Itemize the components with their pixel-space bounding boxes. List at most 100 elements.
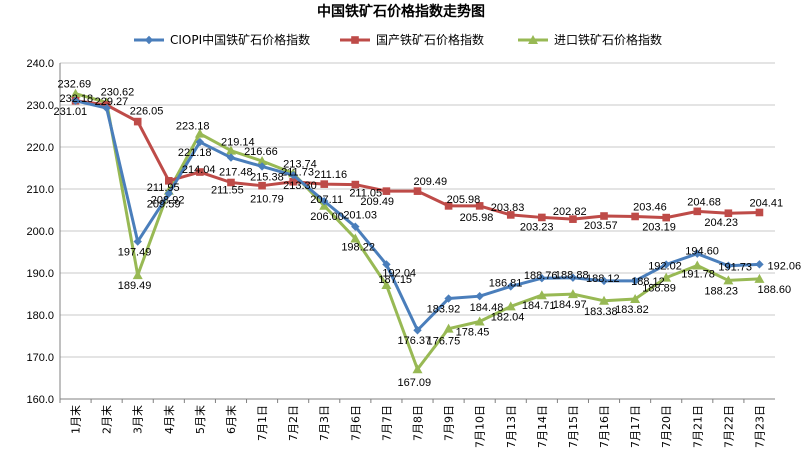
series-imported xyxy=(70,88,765,374)
point-square xyxy=(600,212,608,220)
data-label: 205.98 xyxy=(460,212,494,224)
data-label: 188.23 xyxy=(704,285,738,297)
data-label: 219.14 xyxy=(221,137,255,149)
point-square xyxy=(289,177,297,186)
x-tick-label: 7月14日 xyxy=(536,405,549,448)
point-diamond xyxy=(506,282,515,291)
point-triangle xyxy=(474,316,485,326)
point-square xyxy=(693,207,702,216)
x-tick-label: 7月8日 xyxy=(412,405,425,441)
point-diamond xyxy=(164,189,174,198)
x-tick-label: 7月17日 xyxy=(629,405,642,448)
x-tick-label: 7月10日 xyxy=(474,405,487,448)
point-diamond xyxy=(568,273,578,282)
y-tick-label: 190.0 xyxy=(26,268,54,280)
point-square xyxy=(351,36,359,44)
data-label: 203.46 xyxy=(633,201,667,213)
point-square xyxy=(382,187,391,195)
point-triangle xyxy=(528,35,538,44)
data-label: 205.98 xyxy=(447,194,481,206)
data-label: 210.79 xyxy=(250,194,284,206)
point-diamond xyxy=(71,96,80,105)
data-label: 176.37 xyxy=(398,335,432,347)
point-diamond xyxy=(257,162,267,171)
data-label: 188.88 xyxy=(555,270,589,282)
x-tick-label: 7月9日 xyxy=(443,405,456,441)
point-triangle xyxy=(132,270,143,280)
y-tick-label: 180.0 xyxy=(26,310,54,322)
data-label: 229.27 xyxy=(95,96,129,108)
point-diamond xyxy=(102,103,111,113)
point-square xyxy=(631,212,639,221)
data-label: 203.57 xyxy=(584,220,618,232)
x-axis: 1月末 2月末 3月末 4月末 5月末 6月末 7月1日 7月2日 7月3日 7月6日 7月7日 7月… xyxy=(59,399,766,448)
point-triangle xyxy=(412,364,423,374)
data-label: 203.83 xyxy=(491,202,525,214)
point-diamond xyxy=(630,276,640,286)
data-label: 203.23 xyxy=(520,221,554,233)
data-label: 198.22 xyxy=(341,241,375,253)
point-diamond xyxy=(413,326,422,335)
x-tick-label: 7月22日 xyxy=(722,405,735,448)
x-tick-label: 2月末 xyxy=(100,405,114,434)
data-label: 178.45 xyxy=(456,327,490,339)
data-label: 204.23 xyxy=(704,217,738,229)
point-square xyxy=(662,213,670,222)
point-triangle xyxy=(443,323,454,333)
point-square xyxy=(538,213,546,222)
point-square xyxy=(506,211,515,219)
x-tick-label: 3月末 xyxy=(131,405,145,434)
y-tick-label: 240.0 xyxy=(26,58,54,70)
data-label: 207.11 xyxy=(310,194,343,206)
data-label: 201.03 xyxy=(343,210,377,222)
legend-label: 国产铁矿石价格指数 xyxy=(376,32,484,47)
y-tick-label: 160.0 xyxy=(26,394,54,406)
data-label: 204.41 xyxy=(749,197,783,209)
data-label: 197.49 xyxy=(118,247,152,259)
data-label: 183.92 xyxy=(427,304,461,316)
data-label: 191.73 xyxy=(718,262,752,274)
point-diamond xyxy=(144,35,154,45)
data-label: 183.38 xyxy=(584,306,618,318)
point-triangle xyxy=(567,289,578,299)
x-tick-label: 7月6日 xyxy=(349,405,362,441)
data-label: 187.15 xyxy=(378,274,412,286)
data-label: 203.19 xyxy=(642,222,676,234)
point-square xyxy=(165,177,173,185)
data-label: 223.18 xyxy=(176,121,210,133)
point-square xyxy=(413,187,422,195)
point-diamond xyxy=(444,294,453,303)
point-diamond xyxy=(537,274,547,283)
x-tick-label: 7月3日 xyxy=(318,405,331,441)
data-label: 184.71 xyxy=(522,300,556,312)
data-label: 167.09 xyxy=(398,377,432,389)
point-diamond xyxy=(475,291,484,301)
point-diamond xyxy=(661,260,671,269)
point-diamond xyxy=(724,261,733,270)
x-tick-label: 7月7日 xyxy=(380,405,393,441)
point-square xyxy=(351,180,360,189)
data-label: 216.66 xyxy=(244,146,278,158)
legend-item: 国产铁矿石价格指数 xyxy=(340,32,484,47)
point-triangle xyxy=(257,156,268,166)
data-label: 226.05 xyxy=(130,106,164,118)
data-label: 232.69 xyxy=(58,79,92,91)
data-label: 192.02 xyxy=(648,261,682,273)
data-label: 192.06 xyxy=(767,260,801,272)
data-label: 202.82 xyxy=(553,206,587,218)
data-label: 231.01 xyxy=(54,106,88,118)
point-square xyxy=(133,117,142,126)
point-square xyxy=(569,215,577,223)
point-triangle xyxy=(381,279,392,289)
x-tick-label: 7月2日 xyxy=(287,405,300,441)
data-label: 215.38 xyxy=(250,171,284,183)
data-label: 188.89 xyxy=(642,283,676,295)
data-label: 232.18 xyxy=(60,93,94,105)
point-diamond xyxy=(599,276,609,286)
data-label: 208.92 xyxy=(151,195,185,207)
data-label: 211.95 xyxy=(147,182,180,194)
point-diamond xyxy=(288,170,298,180)
data-label: 213.30 xyxy=(283,180,317,192)
x-tick-label: 1月末 xyxy=(69,405,83,434)
data-label: 183.82 xyxy=(615,304,649,316)
